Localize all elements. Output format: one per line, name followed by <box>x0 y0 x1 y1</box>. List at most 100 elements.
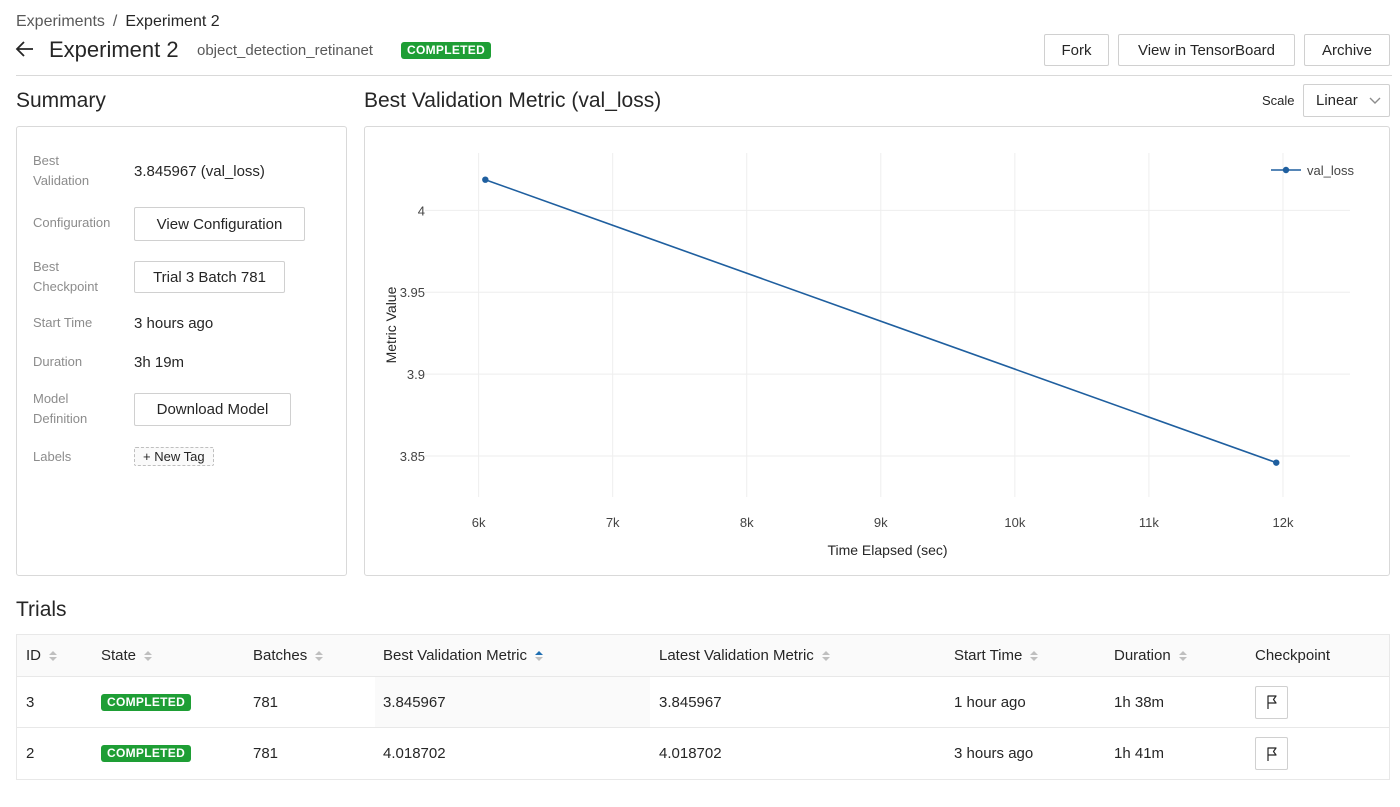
x-tick-label: 9k <box>874 515 888 530</box>
configuration-label: Configuration <box>33 215 111 230</box>
breadcrumb-experiments-link[interactable]: Experiments <box>16 13 105 30</box>
labels-label: Labels <box>33 449 72 464</box>
experiment-description: object_detection_retinanet <box>197 42 373 59</box>
trial-start-time: 1 hour ago <box>954 693 1026 711</box>
sorted-column-bg <box>375 677 650 727</box>
back-arrow-icon[interactable] <box>14 38 36 60</box>
trial-best-validation: 3.845967 <box>383 693 446 711</box>
y-tick-label: 3.95 <box>400 285 425 300</box>
x-tick-label: 12k <box>1272 515 1293 530</box>
header-divider <box>16 75 1392 76</box>
scale-label: Scale <box>1262 93 1295 108</box>
trial-state-badge: COMPLETED <box>101 745 192 762</box>
col-start-time-label: Start Time <box>954 647 1023 664</box>
col-best-validation[interactable]: Best Validation Metric <box>383 635 543 676</box>
col-checkpoint: Checkpoint <box>1255 635 1330 676</box>
y-axis-title: Metric Value <box>383 286 399 363</box>
sort-icon <box>821 650 830 661</box>
trial-latest-validation: 3.845967 <box>659 693 722 711</box>
col-start-time[interactable]: Start Time <box>954 635 1039 676</box>
duration-value: 3h 19m <box>134 354 185 371</box>
flag-icon <box>1266 746 1277 761</box>
sort-icon <box>315 650 324 661</box>
scale-select[interactable]: Linear <box>1303 84 1390 117</box>
col-batches-label: Batches <box>253 647 308 664</box>
col-best-validation-label: Best Validation Metric <box>383 647 527 664</box>
col-duration-label: Duration <box>1114 647 1171 664</box>
legend-marker <box>1282 166 1290 174</box>
trial-best-validation: 4.018702 <box>383 745 446 762</box>
chart-legend[interactable]: val_loss <box>1271 163 1354 178</box>
checkpoint-button[interactable] <box>1255 737 1288 770</box>
status-badge: COMPLETED <box>401 42 492 59</box>
series-line-val_loss <box>485 178 1277 464</box>
data-point[interactable] <box>482 176 489 183</box>
sort-icon <box>1178 650 1187 661</box>
trial-latest-validation: 4.018702 <box>659 745 722 762</box>
breadcrumb-separator: / <box>112 13 118 30</box>
trial-duration: 1h 41m <box>1114 745 1165 762</box>
view-tensorboard-button[interactable]: View in TensorBoard <box>1118 34 1295 66</box>
flag-icon <box>1266 695 1277 709</box>
y-tick-label: 4 <box>418 203 425 218</box>
col-latest-validation-label: Latest Validation Metric <box>659 647 814 664</box>
col-latest-validation[interactable]: Latest Validation Metric <box>659 635 830 676</box>
breadcrumb-current: Experiment 2 <box>125 13 220 30</box>
trial-id[interactable]: 2 <box>26 745 35 762</box>
x-tick-label: 7k <box>606 515 620 530</box>
view-configuration-button[interactable]: View Configuration <box>134 207 305 241</box>
trial-batches: 781 <box>253 745 279 762</box>
best-checkpoint-button[interactable]: Trial 3 Batch 781 <box>134 261 285 293</box>
col-id[interactable]: ID <box>26 635 57 676</box>
sort-ascending-icon <box>534 650 543 661</box>
trial-start-time: 3 hours ago <box>954 745 1034 762</box>
chevron-down-icon <box>1369 97 1381 104</box>
trial-duration: 1h 38m <box>1114 693 1165 711</box>
table-row[interactable]: 3 COMPLETED 781 3.845967 3.845967 1 hour… <box>17 677 1389 728</box>
page-title: Experiment 2 <box>49 37 179 62</box>
duration-label: Duration <box>33 354 83 369</box>
col-id-label: ID <box>26 647 41 664</box>
data-point[interactable] <box>1273 459 1280 466</box>
start-time-label: Start Time <box>33 315 93 330</box>
x-axis-title: Time Elapsed (sec) <box>827 542 947 558</box>
best-validation-label: Best Validation <box>33 153 90 188</box>
summary-panel: Best Validation 3.845967 (val_loss) Conf… <box>16 126 347 576</box>
col-batches[interactable]: Batches <box>253 635 324 676</box>
model-definition-label: Model Definition <box>33 391 88 426</box>
col-state[interactable]: State <box>101 635 153 676</box>
best-validation-value: 3.845967 (val_loss) <box>134 163 265 180</box>
scale-select-value: Linear <box>1316 92 1358 109</box>
download-model-button[interactable]: Download Model <box>134 393 291 426</box>
sort-icon <box>144 650 153 661</box>
chart-panel: 6k 7k 8k 9k 10k 11k 12k 3.85 3.9 3.95 4 Time Elap… <box>364 126 1390 576</box>
fork-button[interactable]: Fork <box>1044 34 1109 66</box>
summary-title: Summary <box>16 89 106 112</box>
trial-id[interactable]: 3 <box>26 693 35 711</box>
best-checkpoint-label: Best Checkpoint <box>33 259 99 294</box>
new-tag-button[interactable]: + New Tag <box>134 447 214 466</box>
trials-table: ID State Batches Best Validation Metric … <box>16 634 1390 780</box>
trial-batches: 781 <box>253 693 279 711</box>
trials-title: Trials <box>16 598 67 621</box>
sort-icon <box>1030 650 1039 661</box>
col-state-label: State <box>101 647 137 664</box>
breadcrumb: Experiments / Experiment 2 <box>16 13 220 31</box>
y-tick-label: 3.9 <box>407 367 425 382</box>
x-tick-label: 10k <box>1004 515 1025 530</box>
y-tick-label: 3.85 <box>400 449 425 464</box>
checkpoint-button[interactable] <box>1255 685 1288 719</box>
archive-button[interactable]: Archive <box>1304 34 1390 66</box>
x-tick-label: 11k <box>1139 515 1159 530</box>
x-tick-label: 6k <box>472 515 486 530</box>
legend-label: val_loss <box>1307 163 1354 178</box>
table-row[interactable]: 2 COMPLETED 781 4.018702 4.018702 3 hour… <box>17 728 1389 779</box>
metric-line-chart: 6k 7k 8k 9k 10k 11k 12k 3.85 3.9 3.95 4 Time Elap… <box>383 153 1354 558</box>
table-header: ID State Batches Best Validation Metric … <box>17 635 1389 677</box>
x-tick-label: 8k <box>740 515 754 530</box>
sort-icon <box>49 650 57 661</box>
start-time-value: 3 hours ago <box>134 315 214 332</box>
col-checkpoint-label: Checkpoint <box>1255 647 1331 664</box>
col-duration[interactable]: Duration <box>1114 635 1187 676</box>
chart-title: Best Validation Metric (val_loss) <box>364 89 662 112</box>
